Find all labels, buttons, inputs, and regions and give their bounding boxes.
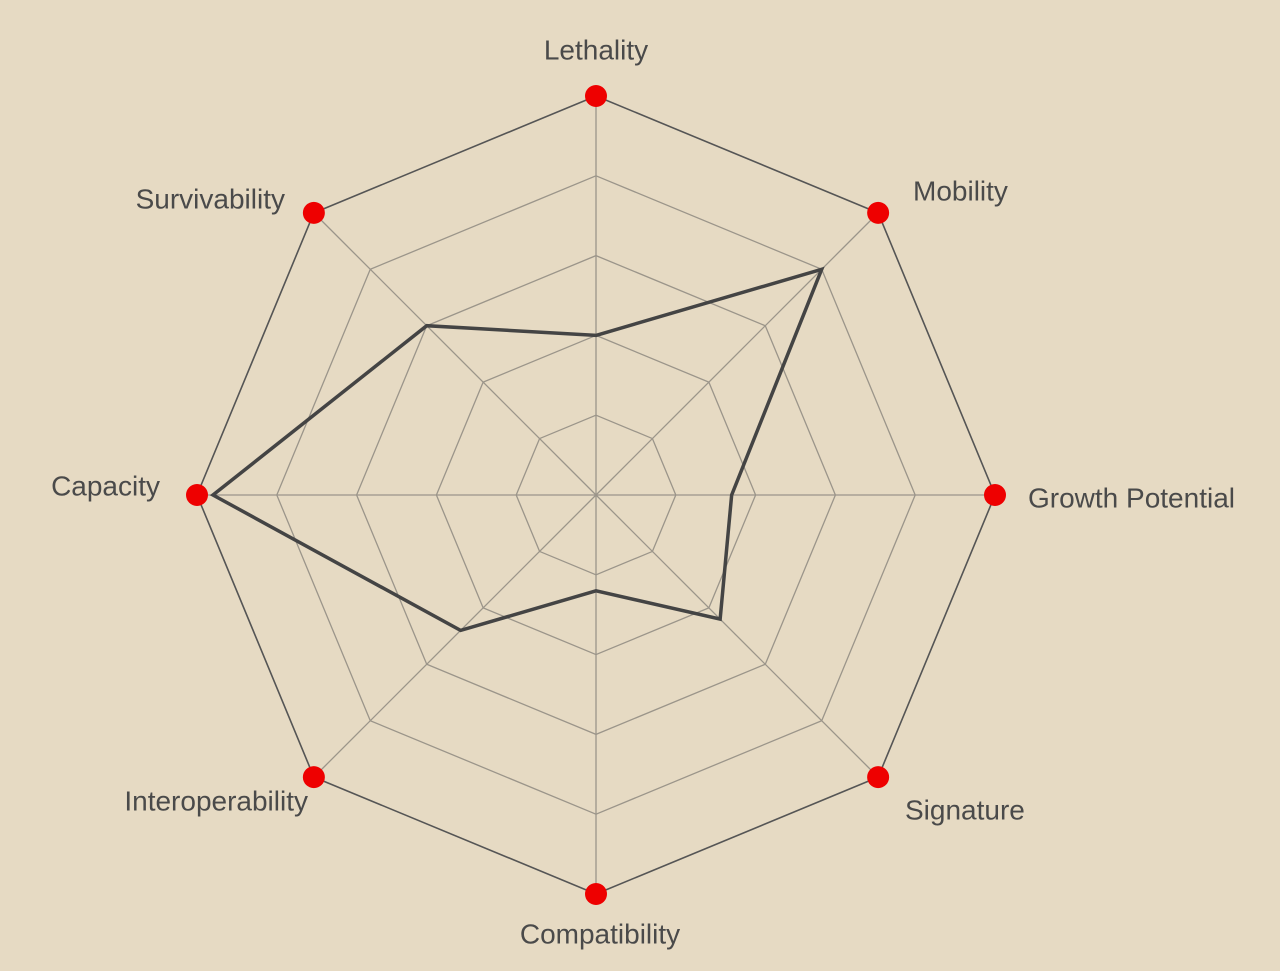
axis-marker <box>302 766 325 789</box>
axis-label: Survivability <box>136 183 285 214</box>
axis-label: Interoperability <box>124 785 308 816</box>
axis-marker <box>867 201 890 224</box>
spoke <box>313 494 597 778</box>
axis-marker <box>984 484 1006 506</box>
axis-marker <box>585 85 607 107</box>
axis-label: Capacity <box>51 470 160 501</box>
axis-marker <box>302 201 325 224</box>
axis-label: Lethality <box>544 34 648 65</box>
axis-label: Signature <box>905 794 1025 825</box>
axis-label: Compatibility <box>520 918 680 949</box>
axis-marker <box>186 484 208 506</box>
spoke <box>313 212 597 496</box>
data-line <box>209 266 825 633</box>
axis-label: Mobility <box>913 175 1008 206</box>
axis-marker <box>867 766 890 789</box>
axis-marker <box>585 883 607 905</box>
spoke <box>595 212 879 496</box>
axis-label: Growth Potential <box>1028 482 1235 513</box>
spoke <box>595 494 879 778</box>
